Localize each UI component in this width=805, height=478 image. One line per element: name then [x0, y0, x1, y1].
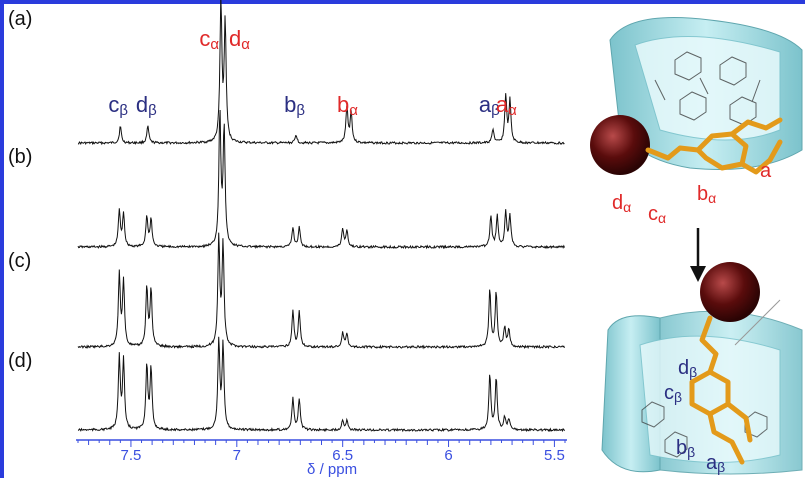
molecule-label: cβ — [664, 382, 683, 405]
peak-label: bβ — [284, 92, 305, 119]
peak-label: aα — [495, 92, 517, 119]
x-tick-label: 6 — [444, 447, 453, 464]
guest-top — [590, 115, 783, 175]
panel-label: (d) — [8, 350, 33, 372]
peak-label: cα — [199, 26, 220, 53]
molecule-label: a — [760, 160, 772, 182]
host-guest-diagram — [590, 17, 803, 475]
arrow-down — [690, 228, 706, 282]
peak-label: dα — [229, 26, 250, 53]
molecule-label: aβ — [706, 452, 726, 475]
spectrum-trace — [77, 232, 565, 350]
panel-label: (a) — [8, 8, 33, 30]
x-axis-title: δ / ppm — [307, 461, 358, 478]
panel-label: (b) — [8, 146, 33, 168]
peak-label: cβ — [108, 92, 128, 119]
peak-label: aβ — [478, 92, 500, 119]
molecule-label: dα — [612, 192, 632, 215]
peak-label: bα — [337, 92, 358, 119]
molecule-label: cα — [648, 203, 667, 226]
cyclodextrin-top — [609, 17, 803, 170]
molecule-label: bβ — [676, 437, 696, 460]
molecule-label: dβ — [678, 357, 698, 380]
x-tick-label: 7 — [232, 447, 241, 464]
x-tick-label: 5.5 — [543, 447, 565, 464]
x-tick-label: 6.5 — [332, 447, 354, 464]
panel-label: (c) — [8, 250, 32, 272]
cyclodextrin-bottom — [601, 310, 803, 475]
x-tick-label: 7.5 — [120, 447, 142, 464]
molecule-label: bα — [697, 183, 717, 206]
nmr-spectra — [76, 0, 567, 447]
guest-bottom — [689, 262, 781, 465]
spectrum-trace — [77, 0, 565, 146]
spectrum-trace — [77, 336, 565, 433]
spectrum-trace — [77, 109, 565, 250]
peak-label: dβ — [135, 92, 157, 119]
